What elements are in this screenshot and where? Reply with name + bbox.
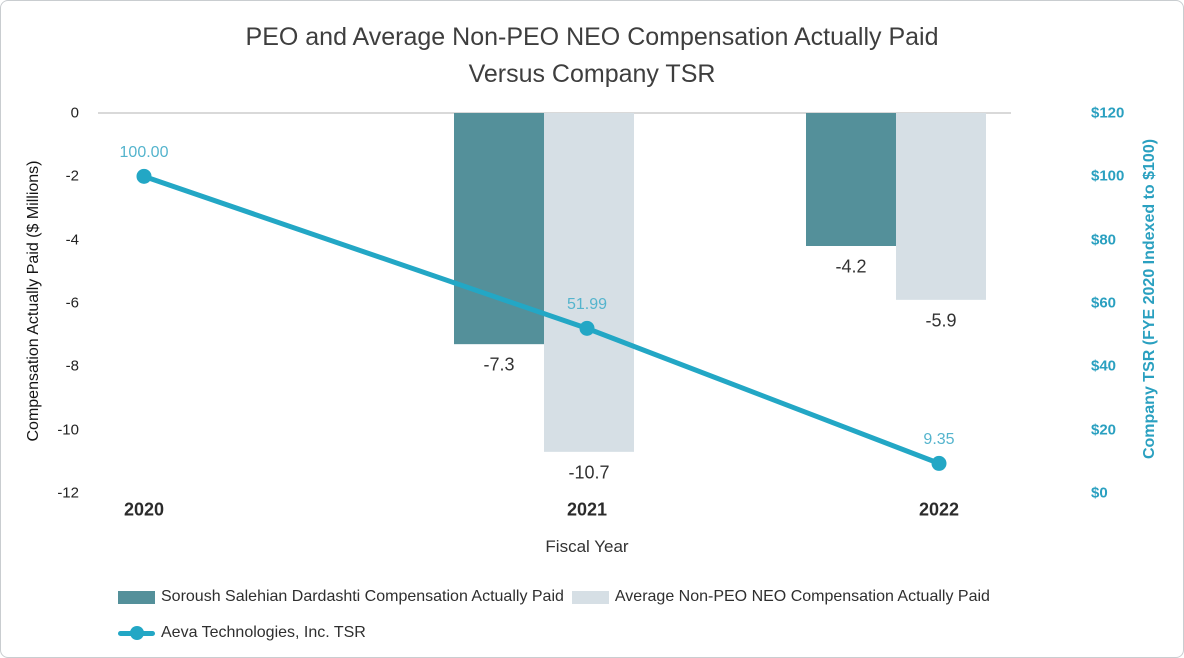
tsr-point-label-2021: 51.99	[566, 296, 608, 314]
left-axis-tick--6: -6	[65, 294, 79, 312]
chart-title: PEO and Average Non-PEO NEO Compensation…	[1, 19, 1183, 93]
right-axis-tick-$40: $40	[1091, 357, 1117, 375]
tsr-point-2022	[931, 455, 947, 471]
chart-title-line2: Versus Company TSR	[468, 60, 716, 88]
bar-nonpeo-2022	[896, 113, 986, 300]
peo-bar-swatch-icon	[118, 590, 155, 604]
tsr-marker-icon	[129, 626, 144, 640]
right-axis-tick-$100: $100	[1091, 167, 1125, 185]
legend-label-tsr: Aeva Technologies, Inc. TSR	[161, 624, 366, 641]
tsr-point-2021	[579, 320, 595, 336]
right-axis-tick-$0: $0	[1091, 484, 1108, 502]
legend-label-peo: Soroush Salehian Dardashti Compensation …	[161, 588, 564, 605]
bar-label-peo-2022: -4.2	[835, 256, 867, 277]
legend-item-nonpeo: Average Non-PEO NEO Compensation Actuall…	[571, 588, 990, 606]
legend-row-2: Aeva Technologies, Inc. TSR	[118, 620, 998, 646]
left-axis-tick--10: -10	[57, 421, 79, 439]
left-axis-tick--8: -8	[65, 357, 79, 375]
legend-row-1: Soroush Salehian Dardashti Compensation …	[118, 584, 998, 610]
legend: Soroush Salehian Dardashti Compensation …	[118, 584, 998, 656]
bar-nonpeo-2021	[544, 113, 634, 452]
right-axis-tick-$20: $20	[1091, 421, 1117, 439]
legend-label-nonpeo: Average Non-PEO NEO Compensation Actuall…	[614, 588, 990, 605]
right-axis-tick-$120: $120	[1091, 104, 1125, 122]
bar-label-nonpeo-2021: -10.7	[568, 462, 610, 483]
tsr-line-swatch-icon	[118, 626, 155, 640]
legend-item-tsr: Aeva Technologies, Inc. TSR	[118, 624, 366, 642]
x-axis-tick-2022: 2022	[918, 499, 960, 520]
x-axis-tick-2020: 2020	[123, 499, 165, 520]
left-axis-tick--2: -2	[65, 167, 79, 185]
bar-peo-2022	[806, 113, 896, 246]
chart-title-line1: PEO and Average Non-PEO NEO Compensation…	[245, 23, 939, 51]
legend-item-peo: Soroush Salehian Dardashti Compensation …	[118, 588, 564, 606]
right-axis-tick-$60: $60	[1091, 294, 1117, 312]
left-axis-tick--4: -4	[65, 231, 79, 249]
tsr-point-label-2022: 9.35	[923, 431, 955, 449]
x-axis-title: Fiscal Year	[545, 537, 629, 556]
right-axis-tick-$80: $80	[1091, 231, 1117, 249]
left-axis-tick--12: -12	[57, 484, 79, 502]
tsr-point-2020	[136, 168, 152, 184]
bar-peo-2021	[454, 113, 544, 345]
left-axis-tick-0: 0	[70, 104, 79, 122]
tsr-point-label-2020: 100.00	[119, 144, 169, 162]
nonpeo-bar-swatch-icon	[571, 590, 609, 604]
bar-label-peo-2021: -7.3	[483, 354, 515, 375]
x-axis-tick-2021: 2021	[566, 499, 608, 520]
bar-label-nonpeo-2022: -5.9	[925, 310, 957, 331]
